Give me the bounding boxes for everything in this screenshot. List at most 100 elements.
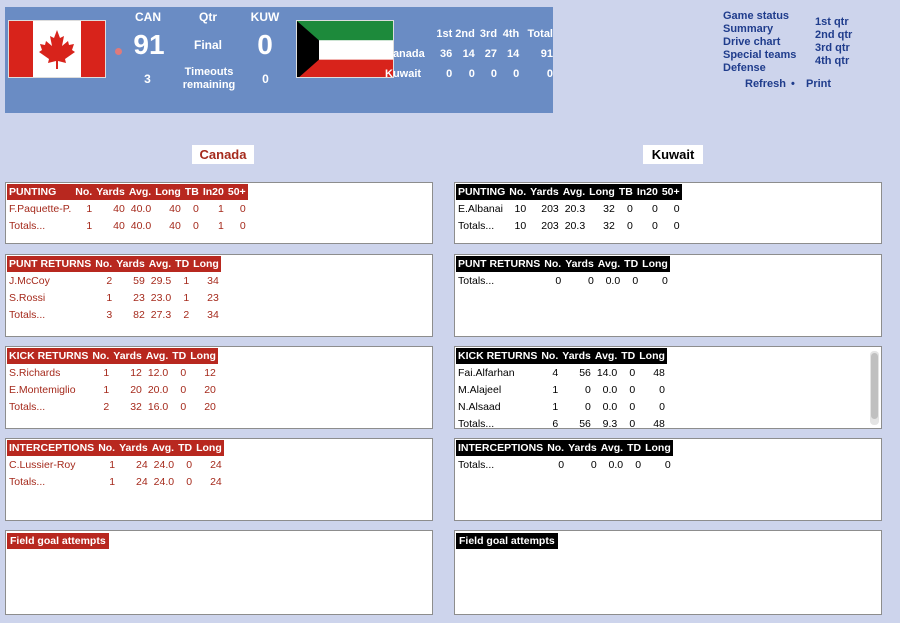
column-header: In20 bbox=[634, 184, 660, 200]
linescore-header: 3rd bbox=[479, 28, 498, 40]
column-header: Long bbox=[153, 184, 183, 200]
column-header: Avg. bbox=[560, 184, 588, 200]
stat-cell: 9.3 bbox=[602, 417, 618, 429]
column-header: PUNT RETURNS bbox=[7, 256, 94, 272]
column-header: PUNTING bbox=[7, 184, 74, 200]
table-row-totals: Totals... 0 0 0.0 0 0 bbox=[456, 272, 670, 289]
stat-cell: 24.0 bbox=[153, 458, 175, 471]
stat-cell: 1 bbox=[103, 383, 110, 396]
stat-cell: 2 bbox=[106, 274, 113, 287]
column-header: No. bbox=[507, 184, 529, 200]
table-header-row: PUNT RETURNS No. Yards Avg. TD Long bbox=[7, 256, 221, 272]
stat-cell: 1 bbox=[109, 475, 116, 488]
stat-cell: 0 bbox=[629, 417, 636, 429]
table-row-totals: Totals... 1 40 40.0 40 0 1 0 bbox=[7, 217, 248, 234]
column-header: Long bbox=[637, 348, 667, 364]
stat-cell: 1 bbox=[218, 202, 224, 215]
stat-cell: 0 bbox=[193, 202, 199, 215]
table-row: Fai.Alfarhan 4 56 14.0 0 48 bbox=[456, 364, 667, 381]
stat-cell: 0 bbox=[664, 458, 671, 471]
stat-cell: 1 bbox=[86, 219, 93, 232]
stat-cell: 40 bbox=[113, 202, 125, 215]
canada-kick-returns-table: KICK RETURNS No. Yards Avg. TD Long S.Ri… bbox=[7, 348, 218, 415]
column-header: No. bbox=[545, 440, 567, 456]
table-row: C.Lussier-Roy 1 24 24.0 0 24 bbox=[7, 456, 224, 473]
nav-drive-chart-link[interactable]: Drive chart bbox=[723, 36, 781, 48]
column-header: No. bbox=[542, 256, 564, 272]
totals-label: Totals... bbox=[458, 417, 495, 429]
nav-3rd-qtr-link[interactable]: 3rd qtr bbox=[815, 42, 850, 54]
stat-cell: 0 bbox=[587, 274, 594, 287]
scrollbar-thumb[interactable] bbox=[871, 353, 878, 419]
panel-scrollbar[interactable] bbox=[870, 351, 879, 425]
linescore-header: 1st bbox=[436, 28, 453, 40]
nav-defense-link[interactable]: Defense bbox=[723, 62, 766, 74]
stat-cell: 12 bbox=[130, 366, 142, 379]
table-row: S.Rossi 1 23 23.0 1 23 bbox=[7, 289, 221, 306]
stat-cell: 203 bbox=[541, 219, 559, 232]
stat-cell: 4 bbox=[552, 366, 559, 379]
nav-2nd-qtr-link[interactable]: 2nd qtr bbox=[815, 29, 853, 41]
refresh-link[interactable]: Refresh bbox=[745, 78, 786, 90]
linescore-cell: 0 bbox=[490, 68, 498, 80]
timeouts-label: Timeouts remaining bbox=[173, 66, 245, 92]
field-goal-header: Field goal attempts bbox=[456, 533, 558, 549]
column-header: PUNTING bbox=[456, 184, 508, 200]
stat-cell: 0 bbox=[585, 383, 591, 396]
player-name: E.Albanai bbox=[458, 202, 503, 215]
nav-separator: • bbox=[791, 78, 795, 90]
column-header: Avg. bbox=[126, 184, 154, 200]
stat-cell: 0 bbox=[555, 274, 562, 287]
stat-cell: 0.0 bbox=[602, 400, 618, 413]
totals-label: Totals... bbox=[9, 219, 46, 232]
stat-cell: 1 bbox=[109, 458, 116, 471]
nav-1st-qtr-link[interactable]: 1st qtr bbox=[815, 16, 849, 28]
stat-cell: 3 bbox=[106, 308, 113, 321]
stat-cell: 20 bbox=[204, 400, 216, 413]
column-header: Long bbox=[194, 440, 224, 456]
team-label-kuwait: Kuwait bbox=[643, 145, 703, 164]
column-header: Yards bbox=[117, 440, 150, 456]
scoreboard: CAN Qtr KUW 91 Final 0 3 Timeouts remain… bbox=[5, 7, 553, 113]
player-name: M.Alajeel bbox=[458, 383, 502, 396]
column-header: Long bbox=[643, 440, 673, 456]
canada-punting-panel: PUNTING No. Yards Avg. Long TB In20 50+ … bbox=[5, 182, 433, 244]
column-header: Yards bbox=[111, 348, 144, 364]
canada-punting-table: PUNTING No. Yards Avg. Long TB In20 50+ … bbox=[7, 184, 248, 234]
nav-game-status-link[interactable]: Game status bbox=[723, 10, 790, 22]
column-header: Yards bbox=[566, 440, 599, 456]
column-header: Avg. bbox=[149, 440, 177, 456]
canada-field-goals-panel: Field goal attempts bbox=[5, 530, 433, 615]
stat-cell: 40 bbox=[169, 219, 181, 232]
stat-cell: 10 bbox=[514, 219, 527, 232]
stat-cell: 1 bbox=[86, 202, 93, 215]
print-link[interactable]: Print bbox=[806, 78, 832, 90]
column-header: Yards bbox=[560, 348, 593, 364]
column-header: KICK RETURNS bbox=[7, 348, 91, 364]
totals-label: Totals... bbox=[458, 219, 495, 232]
quarter-label: Qtr bbox=[199, 10, 217, 24]
stat-cell: 82 bbox=[133, 308, 145, 321]
column-header: KICK RETURNS bbox=[456, 348, 540, 364]
linescore-header: 4th bbox=[502, 28, 520, 40]
totals-label: Totals... bbox=[9, 400, 46, 413]
stat-cell: 32 bbox=[603, 219, 615, 232]
stat-cell: 1 bbox=[183, 291, 190, 304]
column-header: In20 bbox=[200, 184, 226, 200]
stat-cell: 27.3 bbox=[150, 308, 172, 321]
nav-summary-link[interactable]: Summary bbox=[723, 23, 774, 35]
kuwait-punting-panel: PUNTING No. Yards Avg. Long TB In20 50+ … bbox=[454, 182, 882, 244]
linescore-table: 1st 2nd 3rd 4th Total Canada 36 14 27 14… bbox=[385, 24, 553, 84]
stat-cell: 0 bbox=[651, 219, 658, 232]
stat-cell: 0 bbox=[585, 400, 591, 413]
stat-cell: 34 bbox=[207, 308, 219, 321]
column-header: Avg. bbox=[146, 256, 174, 272]
linescore-cell: 14 bbox=[462, 48, 475, 60]
player-name: C.Lussier-Roy bbox=[9, 458, 76, 471]
column-header: PUNT RETURNS bbox=[456, 256, 543, 272]
stat-cell: 0 bbox=[558, 458, 565, 471]
nav-4th-qtr-link[interactable]: 4th qtr bbox=[815, 55, 850, 67]
column-header: No. bbox=[96, 440, 118, 456]
nav-special-teams-link[interactable]: Special teams bbox=[723, 49, 797, 61]
stat-cell: 32 bbox=[130, 400, 142, 413]
